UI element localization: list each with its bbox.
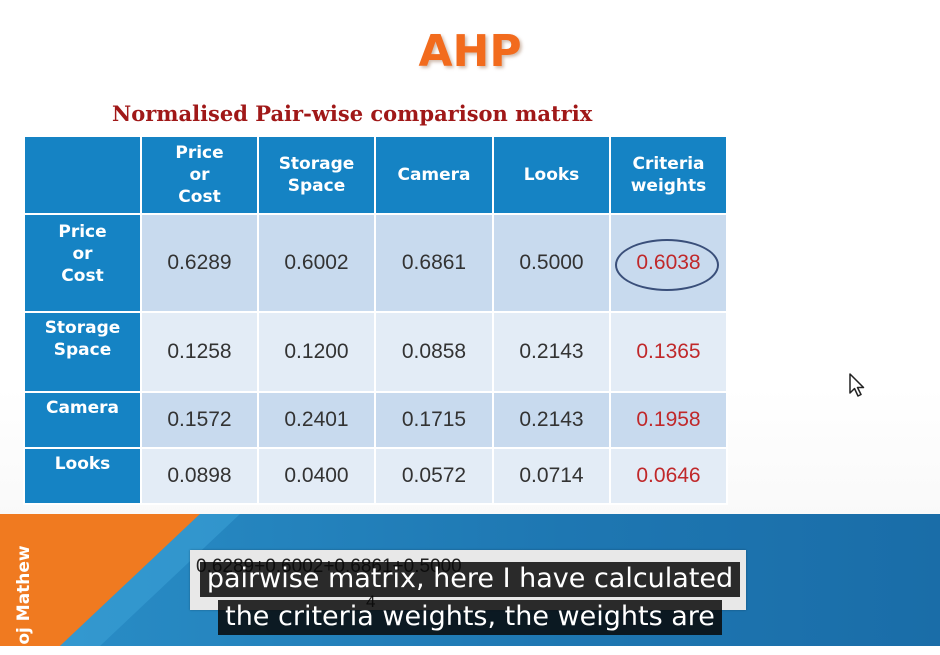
mouse-pointer-icon (848, 373, 866, 404)
caption-text-2: the criteria weights, the weights are (218, 600, 722, 635)
matrix-cell: 0.1715 (374, 391, 494, 449)
matrix-cell: 0.2143 (492, 391, 611, 449)
column-header: Camera (374, 135, 494, 215)
criteria-weight-cell: 0.6038 (609, 213, 728, 313)
row-header: Looks (23, 447, 142, 505)
column-header: Criteria weights (609, 135, 728, 215)
matrix-cell: 0.6002 (257, 213, 376, 313)
column-header: Storage Space (257, 135, 376, 215)
table-row: Price or Cost 0.6289 0.6002 0.6861 0.5000 … (23, 213, 728, 313)
caption-line-2: the criteria weights, the weights are (0, 600, 940, 635)
matrix-cell: 0.0572 (374, 447, 494, 505)
slide-title: AHP (418, 26, 522, 77)
matrix-cell: 0.2143 (492, 311, 611, 393)
table-row: Looks 0.0898 0.0400 0.0572 0.0714 0.0646 (23, 447, 728, 505)
matrix-cell: 0.0400 (257, 447, 376, 505)
caption-line-1: pairwise matrix, here I have calculated (0, 562, 940, 597)
matrix-cell: 0.0898 (140, 447, 259, 505)
presenter-name: oj Mathew (14, 545, 34, 645)
criteria-weight-cell: 0.1365 (609, 311, 728, 393)
banner-decoration (0, 514, 240, 646)
matrix-cell: 0.0858 (374, 311, 494, 393)
row-header: Camera (23, 391, 142, 449)
criteria-weight-cell: 0.0646 (609, 447, 728, 505)
header-row: Price or Cost Storage Space Camera Looks Cr… (23, 135, 728, 215)
matrix-cell: 0.0714 (492, 447, 611, 505)
matrix-cell: 0.2401 (257, 391, 376, 449)
column-header: Looks (492, 135, 611, 215)
highlight-circle (615, 239, 719, 291)
matrix-subtitle: Normalised Pair-wise comparison matrix (112, 101, 593, 126)
criteria-weight-cell: 0.1958 (609, 391, 728, 449)
matrix-cell: 0.1572 (140, 391, 259, 449)
row-header: Storage Space (23, 311, 142, 393)
caption-text-1: pairwise matrix, here I have calculated (199, 562, 741, 597)
column-header: Price or Cost (140, 135, 259, 215)
row-header: Price or Cost (23, 213, 142, 313)
table-row: Storage Space 0.1258 0.1200 0.0858 0.2143… (23, 311, 728, 393)
matrix-cell: 0.6289 (140, 213, 259, 313)
matrix-cell: 0.5000 (492, 213, 611, 313)
table-row: Camera 0.1572 0.2401 0.1715 0.2143 0.195… (23, 391, 728, 449)
matrix-cell: 0.1200 (257, 311, 376, 393)
matrix-cell: 0.1258 (140, 311, 259, 393)
corner-cell (23, 135, 142, 215)
matrix-cell: 0.6861 (374, 213, 494, 313)
comparison-matrix-table: Price or Cost Storage Space Camera Looks Cr… (23, 135, 728, 505)
